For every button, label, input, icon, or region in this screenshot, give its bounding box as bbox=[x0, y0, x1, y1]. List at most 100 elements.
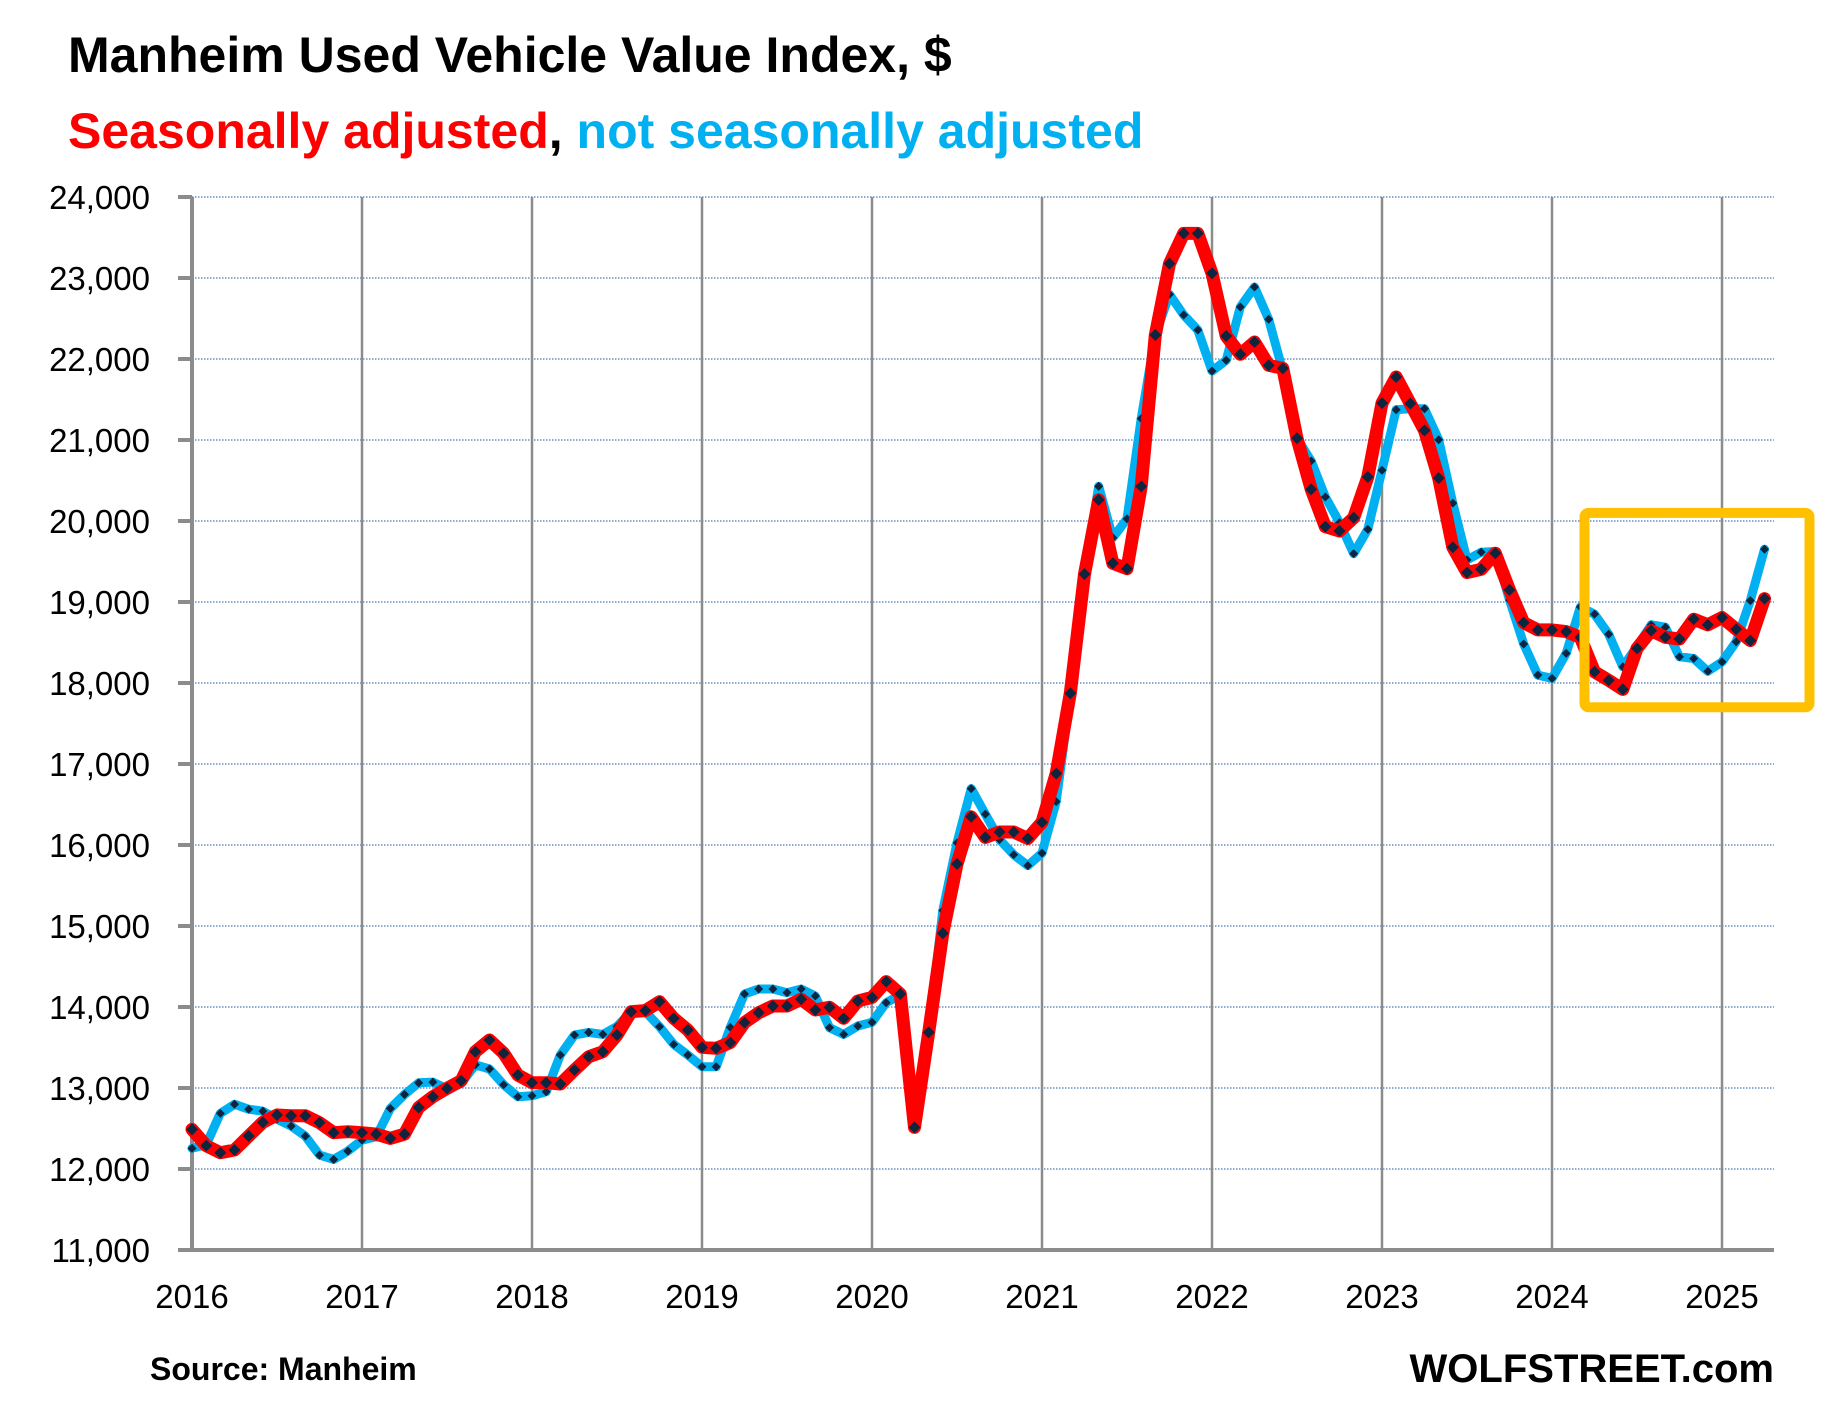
data-point bbox=[1675, 652, 1684, 662]
y-tick-label: 12,000 bbox=[49, 1151, 150, 1188]
data-point bbox=[598, 1029, 608, 1039]
data-point bbox=[258, 1106, 268, 1116]
data-point bbox=[681, 1024, 694, 1037]
data-point bbox=[1361, 471, 1374, 484]
data-point bbox=[653, 995, 666, 1008]
data-point bbox=[1391, 405, 1401, 415]
data-point bbox=[1717, 657, 1727, 667]
data-point bbox=[1760, 544, 1769, 554]
data-point bbox=[1023, 861, 1033, 871]
data-point bbox=[329, 1154, 339, 1164]
data-point bbox=[1588, 665, 1601, 678]
data-point bbox=[1404, 397, 1417, 410]
data-point bbox=[555, 1050, 565, 1060]
data-point bbox=[271, 1108, 283, 1121]
data-point bbox=[1446, 541, 1459, 554]
data-point bbox=[894, 988, 907, 1001]
data-point bbox=[200, 1139, 213, 1152]
data-point bbox=[1503, 583, 1516, 596]
data-point bbox=[1590, 609, 1599, 619]
data-point bbox=[825, 1023, 834, 1033]
data-point bbox=[1745, 596, 1755, 606]
data-point bbox=[286, 1121, 296, 1131]
y-tick-label: 16,000 bbox=[49, 827, 150, 864]
data-point bbox=[1234, 348, 1247, 361]
data-point bbox=[1561, 648, 1571, 658]
data-point bbox=[1276, 362, 1289, 375]
data-point bbox=[936, 927, 949, 940]
y-tick-label: 21,000 bbox=[49, 422, 150, 459]
data-point bbox=[1531, 623, 1544, 636]
data-point bbox=[1377, 465, 1387, 475]
data-point bbox=[1037, 848, 1047, 858]
data-point bbox=[697, 1062, 707, 1072]
data-point bbox=[299, 1109, 312, 1122]
data-point bbox=[526, 1076, 538, 1089]
data-point bbox=[809, 1003, 822, 1016]
data-point bbox=[837, 1012, 850, 1025]
data-point bbox=[922, 1026, 935, 1039]
data-point bbox=[754, 984, 764, 994]
data-point bbox=[313, 1116, 326, 1129]
data-point bbox=[541, 1087, 551, 1097]
data-point bbox=[1758, 592, 1771, 605]
data-point bbox=[1716, 611, 1728, 624]
data-point bbox=[1476, 547, 1486, 557]
data-point bbox=[584, 1027, 594, 1037]
data-point bbox=[187, 1143, 197, 1153]
data-point bbox=[1106, 557, 1119, 570]
y-tick-label: 18,000 bbox=[49, 665, 150, 702]
data-point bbox=[1220, 329, 1233, 342]
data-point bbox=[485, 1064, 494, 1074]
y-tick-label: 13,000 bbox=[49, 1070, 150, 1107]
data-point bbox=[639, 1004, 652, 1017]
data-point bbox=[782, 988, 792, 998]
data-point bbox=[499, 1080, 509, 1090]
highlight-box bbox=[1579, 507, 1815, 713]
data-point bbox=[1207, 366, 1217, 376]
data-point bbox=[570, 1030, 579, 1040]
data-point bbox=[1363, 524, 1373, 534]
y-tick-label: 14,000 bbox=[49, 989, 150, 1026]
data-point bbox=[1036, 816, 1048, 829]
data-point bbox=[1193, 325, 1203, 335]
data-point bbox=[1546, 623, 1558, 636]
series-not-seasonally-adjusted bbox=[187, 282, 1769, 1164]
x-tick-label: 2023 bbox=[1345, 1278, 1418, 1315]
data-point bbox=[1701, 618, 1714, 631]
x-tick-label: 2025 bbox=[1685, 1278, 1758, 1315]
data-point bbox=[1689, 653, 1699, 663]
data-point bbox=[356, 1126, 368, 1139]
data-point bbox=[1094, 481, 1104, 491]
data-point bbox=[1121, 562, 1133, 575]
x-tick-label: 2019 bbox=[665, 1278, 738, 1315]
legend-separator: , bbox=[549, 103, 577, 159]
data-point bbox=[993, 825, 1006, 838]
data-point bbox=[1248, 335, 1261, 348]
data-point bbox=[1376, 397, 1388, 410]
data-point bbox=[483, 1034, 496, 1047]
data-point bbox=[1731, 637, 1741, 647]
x-tick-label: 2018 bbox=[495, 1278, 568, 1315]
y-tick-label: 23,000 bbox=[49, 260, 150, 297]
data-point bbox=[244, 1104, 254, 1114]
data-point bbox=[1659, 631, 1672, 644]
chart-title: Manheim Used Vehicle Value Index, $ bbox=[68, 27, 952, 83]
data-point bbox=[1730, 623, 1743, 636]
y-tick-label: 24,000 bbox=[49, 179, 150, 216]
data-point bbox=[1250, 282, 1259, 292]
data-point bbox=[752, 1006, 765, 1019]
legend-seasonally-adjusted: Seasonally adjusted bbox=[68, 103, 549, 159]
data-point bbox=[1135, 480, 1148, 493]
data-point bbox=[327, 1126, 340, 1139]
data-point bbox=[511, 1069, 524, 1082]
data-point bbox=[655, 1022, 664, 1032]
data-point bbox=[696, 1041, 708, 1054]
data-point bbox=[1461, 566, 1473, 579]
data-point bbox=[242, 1130, 255, 1143]
data-point bbox=[1050, 767, 1063, 780]
data-point bbox=[230, 1099, 239, 1109]
data-point bbox=[1631, 642, 1643, 655]
data-point bbox=[215, 1108, 225, 1118]
data-point bbox=[1432, 472, 1445, 485]
